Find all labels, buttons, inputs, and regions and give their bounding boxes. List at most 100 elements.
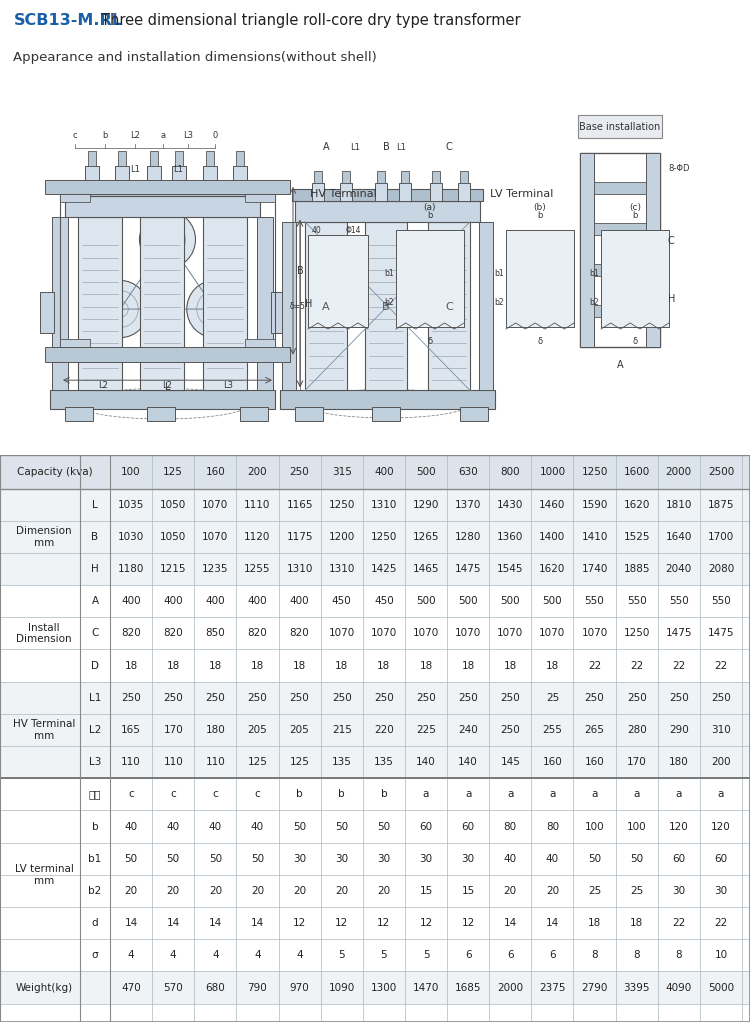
Text: C: C [446, 142, 452, 152]
Text: b: b [632, 211, 638, 220]
Text: c: c [212, 789, 218, 799]
Text: d: d [92, 918, 98, 928]
Text: Capacity (kva): Capacity (kva) [17, 467, 93, 476]
Text: b: b [338, 789, 345, 799]
Bar [377, 171, 385, 183]
Text: b: b [537, 211, 543, 220]
Text: 1310: 1310 [370, 500, 397, 510]
Bar [365, 222, 407, 390]
Bar [601, 230, 669, 327]
Text: 30: 30 [419, 853, 433, 864]
Bar [372, 407, 400, 421]
Text: A: A [322, 142, 329, 152]
Text: Base installation: Base installation [579, 122, 661, 132]
Bar [0, 779, 750, 810]
Text: 160: 160 [206, 467, 225, 476]
Text: 1250: 1250 [370, 531, 397, 542]
Bar [428, 222, 470, 390]
Text: 215: 215 [332, 725, 352, 735]
Text: 4090: 4090 [666, 982, 692, 992]
Text: 22: 22 [672, 660, 686, 670]
Text: 1120: 1120 [244, 531, 271, 542]
Text: L2: L2 [98, 381, 108, 390]
Text: 180: 180 [206, 725, 225, 735]
Text: 40: 40 [311, 226, 321, 235]
Bar [314, 171, 322, 183]
Text: 5000: 5000 [708, 982, 734, 992]
Text: 145: 145 [500, 757, 520, 768]
Text: 22: 22 [672, 918, 686, 928]
Bar [430, 183, 442, 201]
Bar [280, 390, 495, 409]
Text: L1: L1 [350, 143, 360, 152]
Text: 12: 12 [293, 918, 306, 928]
Text: 14: 14 [504, 918, 517, 928]
Text: 20: 20 [166, 886, 180, 896]
Text: 60: 60 [419, 822, 433, 832]
Text: 12: 12 [377, 918, 391, 928]
Text: 820: 820 [164, 629, 183, 639]
Text: 205: 205 [248, 725, 267, 735]
Text: 15: 15 [461, 886, 475, 896]
Text: 1300: 1300 [370, 982, 397, 992]
Text: A: A [92, 596, 98, 606]
Text: a: a [676, 789, 682, 799]
Text: 20: 20 [377, 886, 391, 896]
Text: 500: 500 [416, 467, 436, 476]
Text: 250: 250 [374, 693, 394, 703]
Text: Appearance and installation dimensions(without shell): Appearance and installation dimensions(w… [13, 51, 377, 63]
Bar [85, 166, 99, 184]
Text: 1215: 1215 [160, 564, 187, 574]
Bar [0, 810, 750, 842]
Text: 820: 820 [248, 629, 267, 639]
Text: 6: 6 [507, 950, 514, 961]
Text: 100: 100 [122, 467, 141, 476]
Text: 290: 290 [669, 725, 688, 735]
Text: 140: 140 [458, 757, 478, 768]
Text: 50: 50 [166, 853, 180, 864]
Text: δ: δ [427, 337, 433, 346]
Text: 250: 250 [164, 693, 183, 703]
Text: a: a [634, 789, 640, 799]
Text: 18: 18 [293, 660, 306, 670]
Text: 550: 550 [711, 596, 730, 606]
Text: 250: 250 [669, 693, 688, 703]
Text: 22: 22 [630, 660, 644, 670]
Text: 30: 30 [461, 853, 475, 864]
Text: 50: 50 [209, 853, 222, 864]
Bar [646, 153, 660, 347]
Text: 1250: 1250 [581, 467, 608, 476]
Text: 500: 500 [416, 596, 436, 606]
Text: b: b [380, 789, 387, 799]
Text: 120: 120 [669, 822, 688, 832]
Text: 1310: 1310 [328, 564, 355, 574]
Text: L2: L2 [88, 725, 101, 735]
Text: 255: 255 [542, 725, 562, 735]
Text: 250: 250 [290, 693, 310, 703]
Text: 500: 500 [500, 596, 520, 606]
Text: 2080: 2080 [708, 564, 734, 574]
Text: 1410: 1410 [581, 531, 608, 542]
Text: 1000: 1000 [539, 467, 566, 476]
Text: L3: L3 [223, 381, 232, 390]
Text: L3: L3 [88, 757, 101, 768]
Text: 125: 125 [290, 757, 310, 768]
Text: 220: 220 [374, 725, 394, 735]
Text: 4: 4 [170, 950, 176, 961]
Text: 12: 12 [335, 918, 348, 928]
Bar [580, 153, 660, 347]
Bar [271, 292, 285, 333]
Text: 10: 10 [714, 950, 728, 961]
Text: 6: 6 [549, 950, 556, 961]
Text: L2: L2 [130, 131, 140, 140]
Text: 165: 165 [122, 725, 141, 735]
Text: 50: 50 [588, 853, 601, 864]
Circle shape [187, 280, 243, 337]
Text: 1070: 1070 [202, 531, 229, 542]
Text: 225: 225 [416, 725, 436, 735]
Text: 100: 100 [627, 822, 646, 832]
Text: 1250: 1250 [623, 629, 650, 639]
Bar [401, 171, 409, 183]
Text: 205: 205 [290, 725, 310, 735]
Text: 50: 50 [335, 822, 348, 832]
